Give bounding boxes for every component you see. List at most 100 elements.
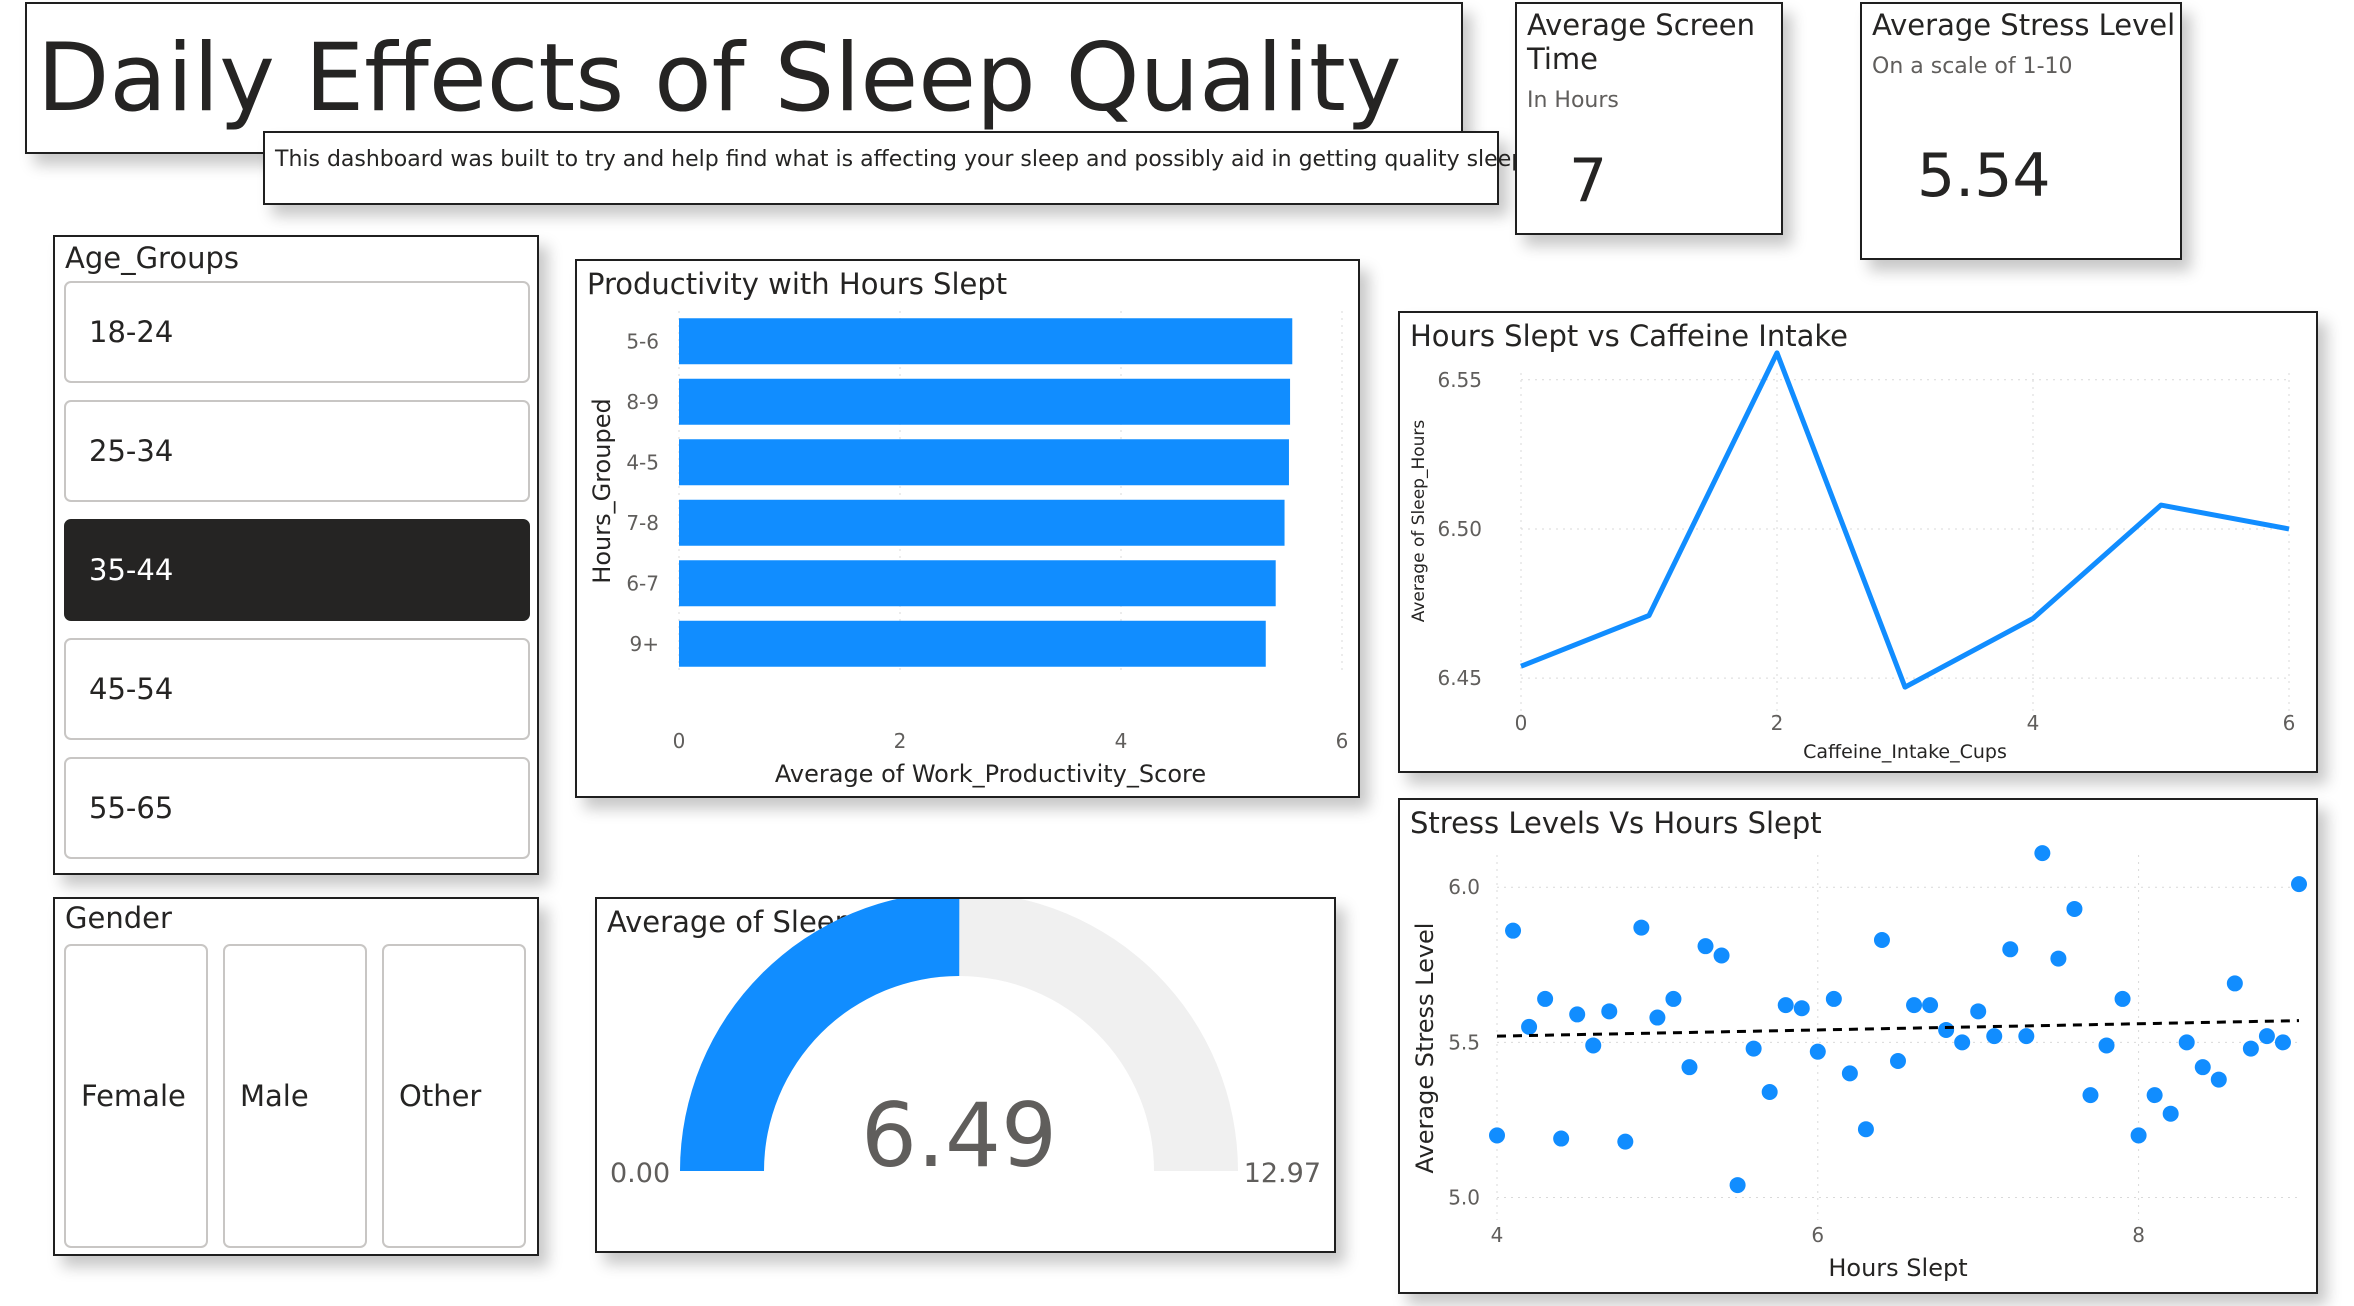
kpi-stress-subtitle: On a scale of 1-10 bbox=[1872, 54, 2073, 79]
y-tick-label: 9+ bbox=[630, 632, 659, 656]
scatter-point bbox=[1825, 990, 1842, 1007]
bar-5-6 bbox=[679, 318, 1293, 365]
y-tick-label: 5.0 bbox=[1448, 1185, 1480, 1209]
scatter-point bbox=[1617, 1133, 1634, 1150]
age-group-option-55-65[interactable]: 55-65 bbox=[64, 757, 530, 859]
x-axis-title: Caffeine_Intake_Cups bbox=[1803, 741, 2007, 763]
scatter-point bbox=[2018, 1028, 2035, 1045]
productivity-chart-title: Productivity with Hours Slept bbox=[587, 267, 1008, 301]
x-axis-title: Average of Work_Productivity_Score bbox=[775, 760, 1206, 788]
subtitle-card: This dashboard was built to try and help… bbox=[263, 131, 1525, 205]
kpi-screen-time-subtitle: In Hours bbox=[1527, 88, 1619, 113]
scatter-point bbox=[2130, 1127, 2147, 1144]
scatter-point bbox=[1489, 1127, 1505, 1144]
productivity-bar-chart: 0 2 4 6 5-6 8-9 4-5 7-8 6-7 9+ Average of Work_Pro… bbox=[588, 311, 1348, 788]
x-axis-title: Hours Slept bbox=[1828, 1254, 1967, 1282]
scatter-point bbox=[1938, 1021, 1955, 1038]
x-tick-label: 2 bbox=[1771, 711, 1784, 735]
x-tick-label: 0 bbox=[1515, 711, 1528, 735]
scatter-point bbox=[1745, 1040, 1762, 1057]
scatter-point bbox=[1537, 990, 1554, 1007]
title-card: Daily Effects of Sleep Quality bbox=[25, 2, 1463, 154]
kpi-stress-title: Average Stress Level bbox=[1872, 8, 2176, 42]
x-tick-label: 2 bbox=[894, 729, 907, 753]
gender-option-female[interactable]: Female bbox=[64, 944, 208, 1248]
scatter-point bbox=[1793, 1000, 1810, 1017]
gauge-min-label: 0.00 bbox=[610, 1158, 670, 1189]
scatter-point bbox=[1633, 919, 1650, 936]
caffeine-series-line bbox=[1520, 350, 2290, 690]
gender-option-male[interactable]: Male bbox=[223, 944, 367, 1248]
scatter-point bbox=[2098, 1037, 2115, 1054]
bar-7-8 bbox=[679, 499, 1285, 546]
scatter-point bbox=[1569, 1006, 1586, 1023]
scatter-point bbox=[1777, 997, 1794, 1014]
scatter-point bbox=[2242, 1040, 2259, 1057]
x-tick-label: 4 bbox=[1491, 1223, 1504, 1247]
kpi-stress-card: Average Stress Level On a scale of 1-10 … bbox=[1860, 2, 2182, 260]
bar-8-9 bbox=[679, 378, 1291, 425]
gauge-max-label: 12.97 bbox=[1244, 1158, 1321, 1189]
scatter-point bbox=[1585, 1037, 1602, 1054]
age-group-option-18-24[interactable]: 18-24 bbox=[64, 281, 530, 383]
scatter-point bbox=[1761, 1084, 1778, 1100]
scatter-point bbox=[1986, 1028, 2003, 1045]
page-subtitle: This dashboard was built to try and help… bbox=[275, 147, 1526, 172]
gender-slicer: Gender Female Male Other bbox=[53, 897, 539, 1256]
kpi-screen-time-value: 7 bbox=[1569, 146, 1608, 216]
gauge-value-arc bbox=[680, 899, 960, 1171]
scatter-point bbox=[2162, 1105, 2179, 1122]
y-tick-label: 6.50 bbox=[1437, 517, 1482, 541]
productivity-chart-card: Productivity with Hours Slept 0 2 4 6 5-6 8-9… bbox=[575, 259, 1360, 798]
stress-scatter-card: Stress Levels Vs Hours Slept 5.0 5.5 6.0 4 6… bbox=[1398, 798, 2318, 1294]
y-axis-title: Average of Sleep_Hours bbox=[1409, 420, 1429, 623]
scatter-point bbox=[2082, 1087, 2099, 1104]
scatter-point bbox=[1681, 1059, 1698, 1076]
age-group-option-35-44[interactable]: 35-44 bbox=[64, 519, 530, 621]
x-tick-label: 4 bbox=[1115, 729, 1128, 753]
age-groups-title: Age_Groups bbox=[65, 241, 239, 275]
gender-title: Gender bbox=[65, 901, 172, 935]
scatter-point bbox=[1841, 1065, 1858, 1082]
y-tick-label: 8-9 bbox=[626, 390, 659, 414]
scatter-point bbox=[1729, 1177, 1746, 1194]
scatter-point bbox=[1649, 1009, 1666, 1026]
scatter-point bbox=[1505, 922, 1522, 939]
scatter-point bbox=[2274, 1034, 2291, 1051]
bar-6-7 bbox=[679, 560, 1276, 607]
y-tick-label: 6.55 bbox=[1437, 368, 1482, 392]
scatter-point bbox=[2226, 975, 2243, 992]
trend-line bbox=[1496, 1019, 2300, 1038]
scatter-point bbox=[2194, 1059, 2211, 1076]
scatter-point bbox=[1922, 997, 1939, 1014]
y-tick-label: 5.5 bbox=[1448, 1030, 1480, 1054]
scatter-point bbox=[1809, 1043, 1826, 1060]
x-tick-label: 8 bbox=[2132, 1223, 2145, 1247]
age-group-option-45-54[interactable]: 45-54 bbox=[64, 638, 530, 740]
stress-scatter-chart: 5.0 5.5 6.0 4 6 8 Hours Slept Average Stress Le… bbox=[1411, 845, 2307, 1282]
scatter-point bbox=[1890, 1052, 1906, 1069]
scatter-point bbox=[2002, 941, 2019, 958]
sleep-hours-gauge: 6.49 0.00 12.97 bbox=[610, 899, 1321, 1189]
age-group-option-25-34[interactable]: 25-34 bbox=[64, 400, 530, 502]
y-axis-title: Hours_Grouped bbox=[588, 398, 616, 583]
scatter-point bbox=[2066, 900, 2083, 917]
scatter-point bbox=[2258, 1028, 2275, 1045]
scatter-point bbox=[1521, 1018, 1538, 1035]
age-groups-slicer: Age_Groups 18-24 25-34 35-44 45-54 55-65 bbox=[53, 235, 539, 875]
bar-9+ bbox=[679, 620, 1266, 667]
bar-4-5 bbox=[679, 439, 1289, 486]
scatter-point bbox=[1970, 1003, 1987, 1020]
scatter-point bbox=[1873, 931, 1890, 948]
stress-chart-title: Stress Levels Vs Hours Slept bbox=[1410, 806, 1822, 840]
scatter-point bbox=[1713, 947, 1730, 964]
scatter-point bbox=[2114, 990, 2131, 1007]
gender-option-other[interactable]: Other bbox=[382, 944, 526, 1248]
scatter-point bbox=[1665, 990, 1682, 1007]
y-tick-label: 6.45 bbox=[1437, 666, 1482, 690]
scatter-point bbox=[2050, 950, 2067, 967]
scatter-point bbox=[1954, 1034, 1971, 1051]
x-tick-label: 4 bbox=[2027, 711, 2040, 735]
scatter-point bbox=[2146, 1087, 2163, 1104]
scatter-point bbox=[2178, 1034, 2195, 1051]
